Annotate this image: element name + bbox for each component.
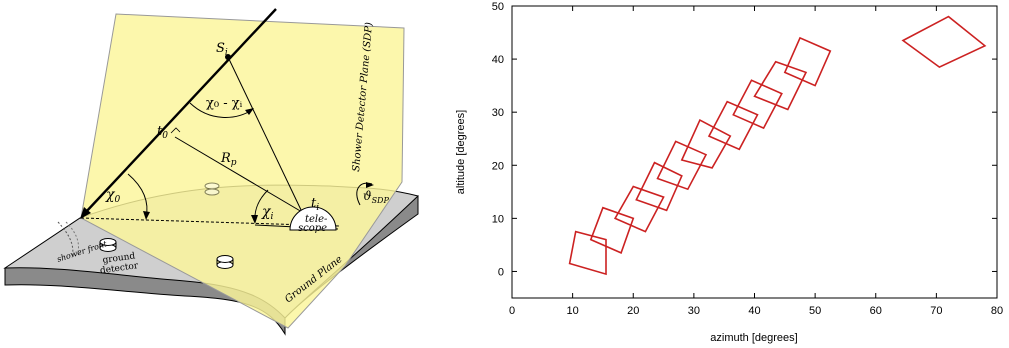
- y-tick-label: 20: [492, 160, 504, 172]
- ground-detector-icon: [99, 238, 117, 252]
- ground-detector-icon: [216, 255, 234, 269]
- y-tick-label: 50: [492, 1, 504, 13]
- pixel-marker: [732, 79, 783, 130]
- ti-label: ti: [311, 196, 319, 213]
- x-tick-label: 20: [627, 305, 639, 317]
- pixel-marker: [753, 60, 808, 111]
- shower-axis: [84, 8, 277, 214]
- telescope-label: tele- scope: [298, 214, 331, 234]
- pixel-marker: [568, 230, 607, 276]
- rp-label: Rp: [220, 151, 237, 168]
- chii-label: χi: [261, 204, 273, 222]
- x-tick-label: 30: [688, 305, 700, 317]
- si-to-telescope-line: [227, 56, 303, 213]
- pixel-marker: [656, 140, 708, 191]
- right-angle-mark: [170, 127, 181, 134]
- pixel-marker: [589, 206, 635, 254]
- y-tick-label: 10: [492, 213, 504, 225]
- x-tick-label: 60: [870, 305, 882, 317]
- shower-axis-arrowhead: [80, 207, 91, 219]
- chi-diff-label: χ₀ - χᵢ: [206, 96, 243, 111]
- chi0-label: χ0: [105, 187, 120, 205]
- y-tick-label: 30: [492, 107, 504, 119]
- pixel-marker: [783, 36, 832, 87]
- si-point: [225, 54, 231, 60]
- si-label: Si: [216, 41, 228, 58]
- ground-detector-icon: [204, 182, 220, 196]
- x-tick-label: 50: [809, 305, 821, 317]
- x-tick-label: 70: [930, 305, 942, 317]
- y-tick-label: 0: [498, 266, 504, 278]
- pixel-marker: [707, 100, 759, 151]
- sdp-geometry-diagram: Si χ₀ - χᵢ t0 Rp χ0 χi ti tele- scope ϑS…: [3, 8, 419, 336]
- theta-arrowhead: [366, 182, 374, 188]
- rp-line: [174, 136, 303, 213]
- chi-diff-arrowhead: [245, 108, 254, 115]
- plot-frame: [511, 5, 998, 299]
- pixel-marker: [635, 161, 683, 212]
- x-axis-label: azimuth [degrees]: [710, 332, 797, 344]
- x-tick-label: 40: [748, 305, 760, 317]
- pixel-marker: [613, 185, 665, 233]
- y-axis-label: altitude [degrees]: [455, 110, 467, 194]
- camera-pixel-plot: 0 10 20 30 40 50 60 70 80 0 10 20 30 40 50 azimuth [d…: [455, 1, 1003, 344]
- telescope-dome: [289, 206, 337, 231]
- pixel-marker: [901, 15, 987, 69]
- chi0-arrowhead: [143, 211, 150, 220]
- x-tick-label: 80: [991, 305, 1003, 317]
- x-tick-label: 10: [567, 305, 579, 317]
- x-tick-label: 0: [509, 305, 515, 317]
- shower-front: [57, 221, 74, 259]
- pixel-marker: [680, 118, 732, 169]
- theta-sdp-label: ϑSDP: [363, 189, 389, 205]
- t0-label: t0: [157, 124, 168, 141]
- y-tick-label: 40: [492, 54, 504, 66]
- chii-arrowhead: [251, 215, 258, 224]
